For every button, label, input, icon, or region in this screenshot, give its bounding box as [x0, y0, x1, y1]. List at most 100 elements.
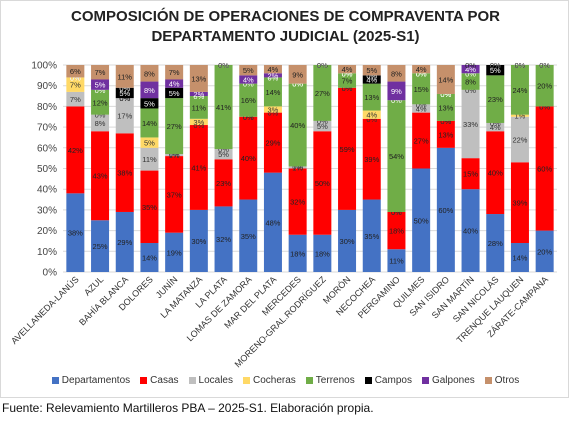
data-label: 60% [537, 165, 552, 174]
data-label: 50% [315, 179, 330, 188]
data-label: 0% [70, 73, 81, 82]
data-label: 38% [68, 229, 83, 238]
data-label: 39% [364, 155, 379, 164]
bar-segment [263, 106, 282, 113]
data-label: 4% [490, 123, 501, 132]
bar-segment [387, 65, 406, 82]
data-label: 25% [93, 242, 108, 251]
data-label: 40% [290, 121, 305, 130]
data-label: 0% [366, 71, 377, 80]
bar-segment [288, 168, 307, 235]
legend-label: Galpones [431, 375, 475, 386]
data-label: 1% [169, 151, 180, 160]
data-label: 4% [416, 104, 427, 113]
data-label: 7% [95, 68, 106, 77]
data-label: 5% [218, 150, 229, 159]
data-label: 50% [414, 216, 429, 225]
bar-segment [412, 65, 431, 74]
bar-segment [436, 65, 455, 94]
data-label: 0% [416, 100, 427, 109]
data-label: 60% [438, 206, 453, 215]
data-label: 0% [391, 208, 402, 217]
data-label: 0% [416, 69, 427, 78]
data-label: 4% [342, 65, 353, 74]
data-label: 0% [416, 69, 427, 78]
y-tick-label: 40% [37, 185, 57, 196]
data-label: 5% [169, 89, 180, 98]
data-label: 0% [95, 111, 106, 120]
bar-segment [263, 73, 282, 78]
data-label: 0% [490, 119, 501, 128]
bar-segment [387, 100, 406, 212]
bar-segment [486, 214, 505, 272]
bar-segment [436, 147, 455, 272]
data-label: 5% [95, 81, 106, 90]
bar-segment [165, 98, 184, 155]
data-label: 0% [317, 61, 328, 70]
data-label: 11% [142, 155, 157, 164]
data-label: 0% [391, 208, 402, 217]
data-label: 0% [539, 102, 550, 111]
bar-segment [461, 65, 480, 74]
data-label: 0% [539, 61, 550, 70]
chart-title: COMPOSICIÓN DE OPERACIONES DE COMPRAVENT… [1, 7, 569, 47]
y-tick-label: 10% [37, 247, 57, 258]
data-label: 5% [317, 122, 328, 131]
bar-segment [535, 230, 554, 272]
bar-segment [165, 87, 184, 99]
data-label: 37% [167, 190, 182, 199]
data-label: 22% [512, 136, 527, 145]
data-label: 35% [142, 203, 157, 212]
data-label: 54% [389, 152, 404, 161]
data-label: 0% [342, 84, 353, 93]
data-label: 0% [243, 113, 254, 122]
data-label: 32% [216, 235, 231, 244]
data-label: 0% [317, 61, 328, 70]
data-label: 27% [315, 89, 330, 98]
data-label: 35% [241, 232, 256, 241]
legend-swatch [364, 376, 372, 384]
y-tick-label: 60% [37, 143, 57, 154]
bar-segment [263, 172, 282, 272]
data-label: 8% [144, 86, 155, 95]
bar-segment [535, 65, 554, 107]
data-label: 0% [268, 73, 279, 82]
data-label: 14% [142, 119, 157, 128]
data-label: 38% [117, 169, 132, 178]
bar-segment [313, 65, 332, 121]
y-tick-label: 0% [43, 268, 58, 279]
bar-segment [165, 156, 184, 233]
data-label: 0% [490, 61, 501, 70]
data-label: 0% [515, 61, 526, 70]
data-label: 0% [515, 61, 526, 70]
data-label: 9% [391, 87, 402, 96]
data-label: 0% [440, 90, 451, 99]
data-label: 14% [265, 88, 280, 97]
data-label: 0% [292, 162, 303, 171]
legend-label: Departamentos [61, 375, 131, 386]
bar-segment [338, 65, 357, 74]
data-label: 0% [317, 117, 328, 126]
data-label: 14% [512, 254, 527, 263]
bar-segment [338, 87, 357, 210]
bar-segment [189, 96, 208, 119]
legend-item: Cocheras [242, 375, 296, 386]
legend-label: Campos [374, 375, 412, 386]
bar-segment [66, 77, 85, 92]
data-label: 5% [490, 66, 501, 75]
data-label: 4% [416, 65, 427, 74]
bar-segment [387, 81, 406, 101]
bar-segment [214, 206, 233, 272]
data-label: 0% [218, 61, 229, 70]
category-label: MORENO-GRAL.RODRÍGUEZ [233, 274, 328, 369]
data-label: 0% [218, 61, 229, 70]
data-label: 0% [539, 61, 550, 70]
data-label: 0% [391, 96, 402, 105]
bar-segment [239, 65, 258, 76]
bar-segment [412, 168, 431, 272]
data-label: 12% [93, 98, 108, 107]
data-label: 42% [68, 146, 83, 155]
data-label: 0% [119, 84, 130, 93]
data-label: 0% [342, 84, 353, 93]
data-label: 4% [169, 80, 180, 89]
